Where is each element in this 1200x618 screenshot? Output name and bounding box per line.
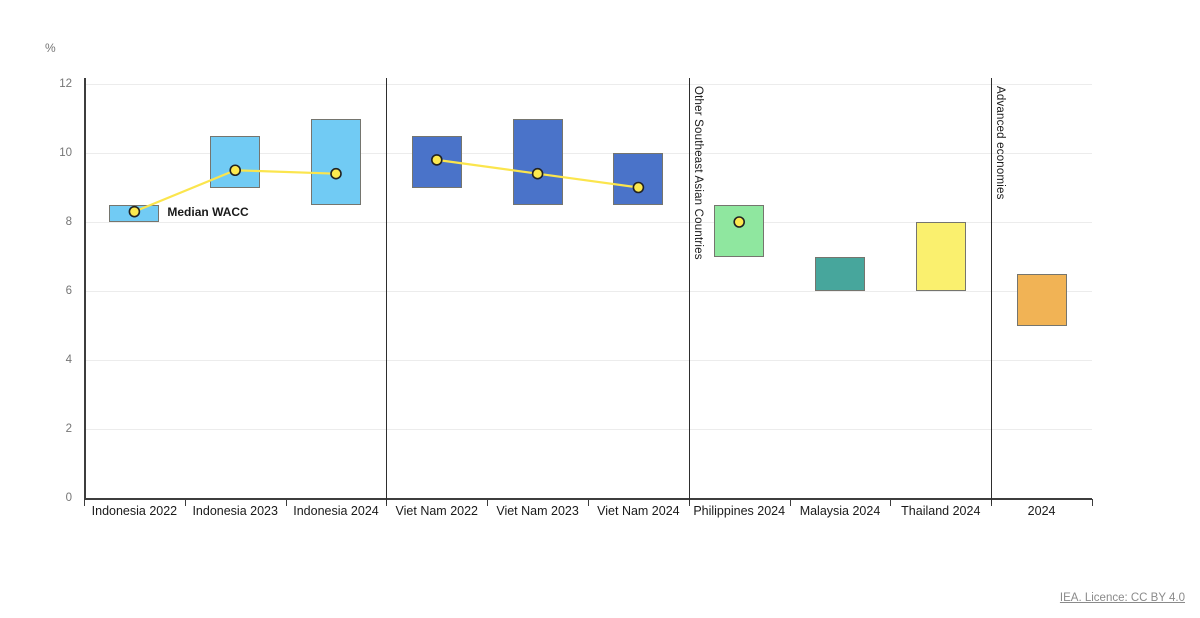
x-category-label-indonesia-2022: Indonesia 2022 — [91, 504, 178, 518]
footer-licence: IEA. Licence: CC BY 4.0 — [1060, 592, 1185, 604]
group-label-advanced-economies: Advanced economies — [994, 86, 1007, 200]
bar-malaysia-2024 — [815, 256, 865, 291]
gridline-y-2 — [84, 429, 1092, 430]
bar-2024 — [1016, 273, 1067, 326]
y-axis-unit-label: % — [45, 41, 56, 55]
gridline-y-6 — [84, 291, 1092, 292]
gridline-y-10 — [84, 153, 1092, 154]
x-axis-line — [84, 498, 1092, 500]
x-tick — [588, 499, 589, 506]
x-category-label-malaysia-2024: Malaysia 2024 — [799, 504, 881, 518]
y-tick-label-12: 12 — [59, 78, 72, 90]
x-tick — [487, 499, 489, 506]
x-tick — [890, 499, 892, 506]
bar-viet-nam-2024 — [613, 153, 664, 205]
licence-link[interactable]: IEA. Licence: CC BY 4.0 — [1059, 592, 1185, 604]
bar-viet-nam-2023 — [512, 118, 563, 205]
x-category-label-2024: 2024 — [1027, 504, 1056, 518]
x-category-label-viet-nam-2022: Viet Nam 2022 — [395, 504, 479, 518]
x-tick — [1092, 499, 1093, 506]
x-category-label-viet-nam-2024: Viet Nam 2024 — [597, 504, 680, 518]
x-category-label-philippines-2024: Philippines 2024 — [693, 504, 786, 518]
y-tick-label-0: 0 — [65, 492, 72, 504]
x-tick — [84, 499, 85, 506]
x-category-label-indonesia-2023: Indonesia 2023 — [192, 504, 278, 518]
y-tick-label-6: 6 — [65, 285, 72, 297]
x-tick — [184, 499, 186, 506]
y-axis-line — [84, 78, 86, 498]
bar-indonesia-2023 — [210, 135, 261, 188]
x-tick — [285, 499, 287, 506]
x-tick — [789, 499, 791, 506]
bar-indonesia-2022 — [109, 204, 160, 222]
gridline-y-12 — [84, 84, 1092, 85]
y-tick-label-10: 10 — [59, 147, 72, 159]
y-tick-label-8: 8 — [65, 216, 72, 228]
group-divider — [688, 78, 690, 504]
gridline-y-8 — [84, 222, 1092, 223]
bar-viet-nam-2022 — [411, 135, 462, 188]
x-category-label-viet-nam-2023: Viet Nam 2023 — [496, 504, 579, 518]
group-divider — [386, 78, 388, 504]
bar-thailand-2024 — [915, 222, 966, 291]
y-tick-label-4: 4 — [65, 354, 72, 366]
x-category-label-thailand-2024: Thailand 2024 — [901, 504, 981, 518]
bar-indonesia-2024 — [311, 118, 361, 205]
group-divider — [991, 78, 993, 504]
x-category-label-indonesia-2024: Indonesia 2024 — [293, 504, 379, 518]
gridline-y-4 — [84, 360, 1092, 361]
group-label-other-southeast-asian-countries: Other Southeast Asian Countries — [691, 86, 704, 260]
y-tick-label-2: 2 — [65, 423, 72, 435]
median-wacc-label: Median WACC — [167, 204, 249, 219]
bar-philippines-2024 — [714, 204, 765, 257]
